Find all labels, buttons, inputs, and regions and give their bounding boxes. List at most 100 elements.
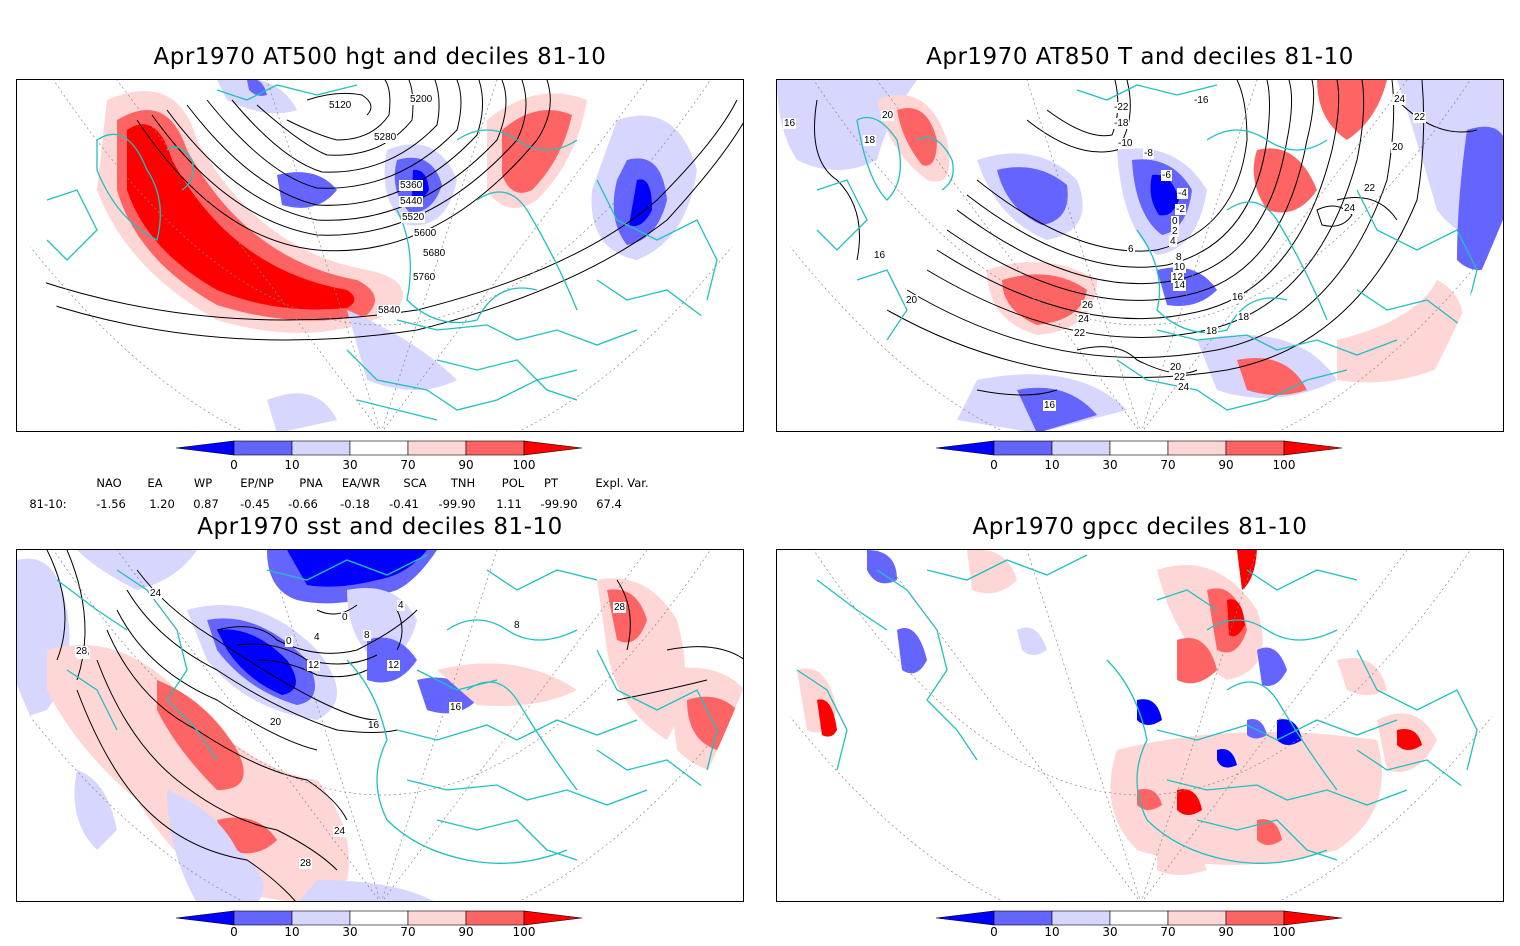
index-header: SCA xyxy=(403,476,427,490)
contour-label: 16 xyxy=(783,118,797,129)
index-header: POL xyxy=(501,476,525,490)
contour-label: 5840 xyxy=(377,305,402,316)
index-value: 0.87 xyxy=(193,497,219,511)
panel-3-title: Apr1970 sst and deciles 81-10 xyxy=(197,514,563,540)
colorbar-panel-1: 0 10 30 70 90 100 xyxy=(176,440,586,476)
index-value: -0.45 xyxy=(240,497,270,511)
index-header: EP/NP xyxy=(240,476,274,490)
contour-label: -18 xyxy=(1113,118,1130,129)
contour-label: 6 xyxy=(1127,244,1135,255)
contour-label: 5360 xyxy=(399,180,424,191)
contour-label: 8 xyxy=(1175,252,1183,263)
colorbar-label: 30 xyxy=(342,925,358,939)
colorbar-label: 90 xyxy=(1218,458,1234,472)
colorbar-label: 100 xyxy=(1272,458,1296,472)
contour-label: 20 xyxy=(881,110,895,121)
index-value: -0.41 xyxy=(389,497,419,511)
index-header: EA xyxy=(147,476,163,490)
contour-label: 0 xyxy=(285,636,293,647)
contour-label: 5440 xyxy=(399,196,424,207)
index-header: PT xyxy=(544,476,558,490)
colorbar-label: 70 xyxy=(1160,458,1176,472)
colorbar-label: 10 xyxy=(284,925,300,939)
colorbar-label: 70 xyxy=(1160,925,1176,939)
index-header: WP xyxy=(193,476,213,490)
contour-label: 5520 xyxy=(401,212,426,223)
indices-table: NAO EA WP EP/NP PNA EA/WR SCA TNH POL PT… xyxy=(0,476,760,516)
contour-label: -2 xyxy=(1175,204,1186,215)
panel-1-map: 5120 5200 5280 5360 5440 5520 5600 5680 … xyxy=(16,79,744,432)
colorbar-label: 70 xyxy=(400,925,416,939)
panel-4-title: Apr1970 gpcc deciles 81-10 xyxy=(972,514,1308,540)
contour-label: -10 xyxy=(1117,138,1134,149)
contour-label: 28 xyxy=(613,602,627,613)
index-header: EA/WR xyxy=(341,476,381,490)
contour-label: 18 xyxy=(863,135,877,146)
contour-label: 14 xyxy=(1173,280,1187,291)
contour-label: 24 xyxy=(149,588,163,599)
colorbar-label: 90 xyxy=(458,925,474,939)
colorbar-label: 30 xyxy=(1102,925,1118,939)
panel-2-map: 20 18 16 -22 -16 -18 -10 -8 -6 -4 -2 0 2… xyxy=(776,79,1504,432)
contour-label: 5680 xyxy=(422,248,447,259)
colorbar-label: 30 xyxy=(342,458,358,472)
contour-label: -6 xyxy=(1161,170,1172,181)
contour-label: 16 xyxy=(449,702,463,713)
index-value: -0.66 xyxy=(288,497,318,511)
colorbar-label: 10 xyxy=(1044,925,1060,939)
colorbar-label: 70 xyxy=(400,458,416,472)
contour-label: 4 xyxy=(397,600,405,611)
index-header: Expl. Var. xyxy=(595,476,649,490)
colorbar-label: 0 xyxy=(990,925,998,939)
index-value: -99.90 xyxy=(438,497,476,511)
contour-label: 10 xyxy=(1173,262,1187,273)
contour-label: 8 xyxy=(513,620,521,631)
contour-label: 5760 xyxy=(412,272,437,283)
colorbar-label: 0 xyxy=(990,458,998,472)
colorbar-label: 10 xyxy=(284,458,300,472)
contour-label: 28 xyxy=(75,646,89,657)
panel-4-map xyxy=(776,549,1504,902)
contour-label: 5600 xyxy=(413,228,438,239)
index-value: 67.4 xyxy=(596,497,622,511)
contour-label: 24 xyxy=(1177,382,1191,393)
contour-label: 20 xyxy=(1169,362,1183,373)
contour-label: -22 xyxy=(1113,102,1130,113)
contour-label: 12 xyxy=(1171,272,1185,283)
contour-label: -8 xyxy=(1143,148,1154,159)
panel-1-title: Apr1970 AT500 hgt and deciles 81-10 xyxy=(153,44,607,70)
contour-label: 18 xyxy=(1237,312,1251,323)
colorbar-label: 90 xyxy=(458,458,474,472)
colorbar-label: 100 xyxy=(512,925,536,939)
contour-label: 16 xyxy=(367,720,381,731)
contour-label: 20 xyxy=(1391,142,1405,153)
contour-label: 12 xyxy=(387,660,401,671)
contour-label: 5280 xyxy=(373,132,398,143)
contour-label: 26 xyxy=(1081,300,1095,311)
contour-label: 20 xyxy=(269,717,283,728)
contour-label: 24 xyxy=(1393,94,1407,105)
panel-3-map: 24 26 0 0 4 8 12 16 20 24 28 28 16 12 8 … xyxy=(16,549,744,902)
colorbar-label: 0 xyxy=(230,925,238,939)
index-header: PNA xyxy=(299,476,323,490)
contour-label: 0 xyxy=(341,612,349,623)
colorbar-label: 100 xyxy=(512,458,536,472)
colorbar-label: 30 xyxy=(1102,458,1118,472)
contour-label: 24 xyxy=(1343,203,1357,214)
contour-label: 22 xyxy=(1173,372,1187,383)
colorbar-label: 0 xyxy=(230,458,238,472)
contour-label: -4 xyxy=(1177,188,1188,199)
colorbar-label: 100 xyxy=(1272,925,1296,939)
colorbar-label: 90 xyxy=(1218,925,1234,939)
contour-label: 24 xyxy=(1077,314,1091,325)
contour-label: 5120 xyxy=(328,100,353,111)
index-row-label: 81-10: xyxy=(29,497,67,511)
contour-label: 16 xyxy=(873,250,887,261)
colorbar-label: 10 xyxy=(1044,458,1060,472)
contour-label: 5200 xyxy=(409,94,434,105)
index-value: -99.90 xyxy=(540,497,578,511)
index-header: TNH xyxy=(450,476,476,490)
index-value: 1.11 xyxy=(496,497,522,511)
contour-label: 22 xyxy=(1413,112,1427,123)
contour-label: -16 xyxy=(1193,95,1210,106)
